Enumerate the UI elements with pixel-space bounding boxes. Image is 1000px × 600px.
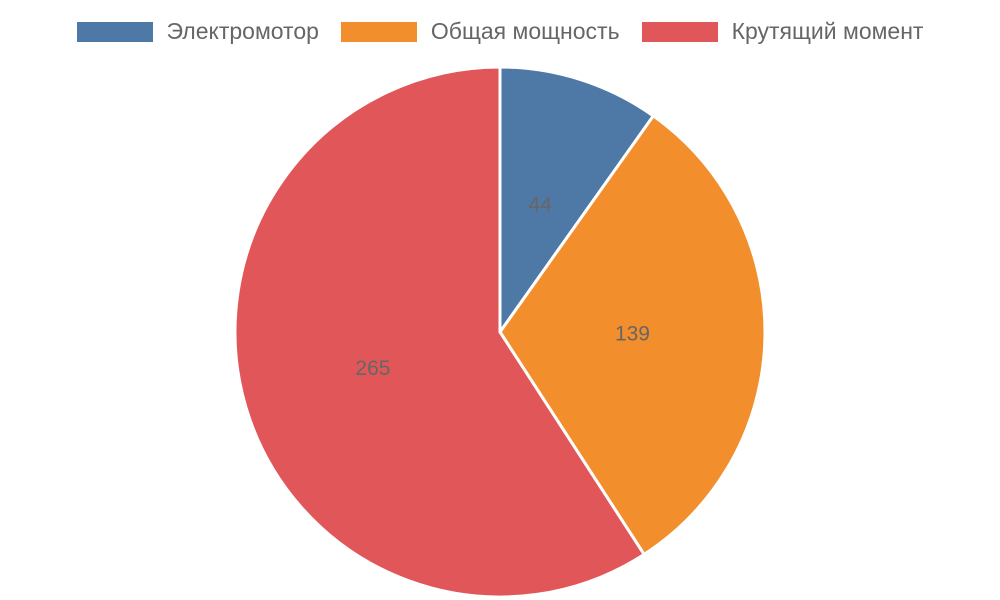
legend-item[interactable]: Общая мощность	[340, 18, 620, 45]
legend-swatch	[641, 21, 718, 42]
legend-item[interactable]: Крутящий момент	[641, 18, 924, 45]
pie-slice	[233, 65, 647, 599]
legend-swatch	[340, 21, 417, 42]
data-label: 265	[355, 357, 390, 380]
legend-label: Общая мощность	[430, 18, 620, 44]
data-label: 139	[615, 322, 650, 345]
pie-slice	[498, 113, 767, 557]
pie-slice	[498, 65, 656, 337]
legend-label: Электромотор	[166, 18, 319, 44]
legend: Электромотор Общая мощность Крутящий момен…	[0, 18, 1000, 45]
legend-item[interactable]: Электромотор	[76, 18, 319, 45]
legend-swatch	[76, 21, 153, 42]
data-label: 44	[529, 193, 553, 216]
legend-label: Крутящий момент	[731, 18, 924, 44]
